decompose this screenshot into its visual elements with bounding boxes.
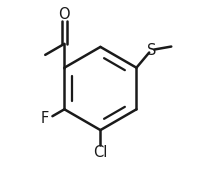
Text: Cl: Cl <box>93 145 108 160</box>
Text: F: F <box>41 111 49 126</box>
Text: O: O <box>58 7 70 22</box>
Text: S: S <box>147 43 156 58</box>
